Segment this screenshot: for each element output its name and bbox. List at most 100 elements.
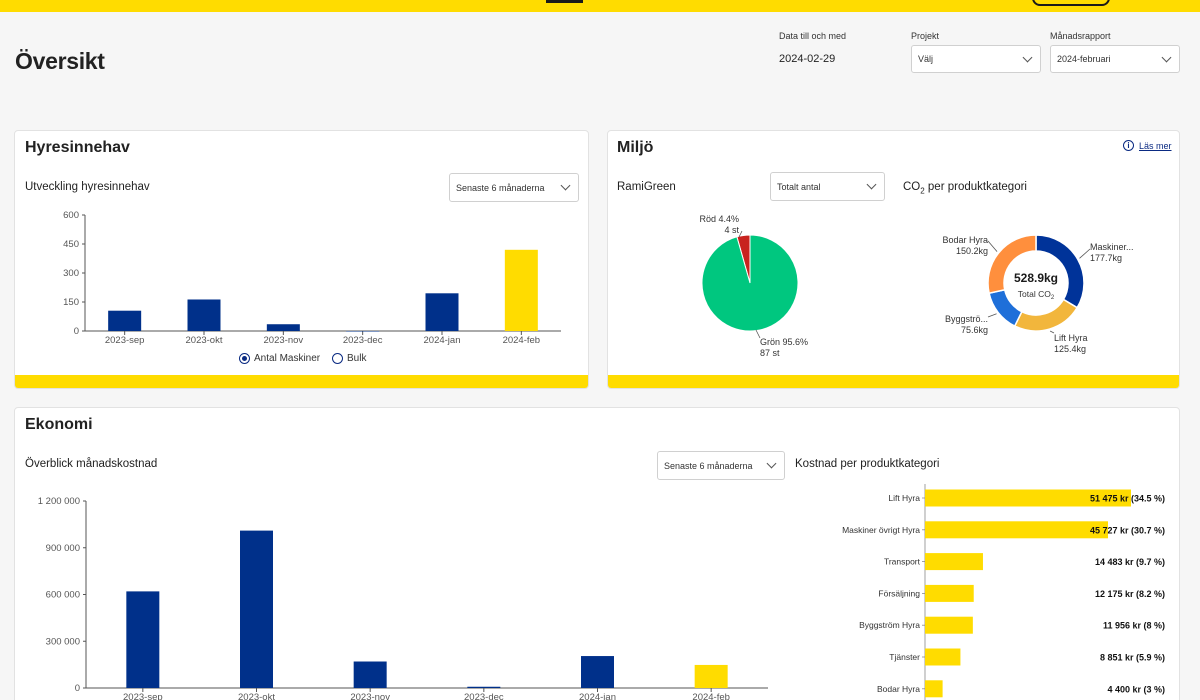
bar bbox=[581, 656, 614, 688]
category-label: Byggström Hyra bbox=[859, 620, 920, 630]
chevron-down-icon bbox=[1022, 52, 1033, 63]
y-tick-label: 150 bbox=[63, 297, 79, 308]
hyresinnehav-subtitle: Utveckling hyresinnehav bbox=[25, 181, 150, 193]
x-tick-label: 2023-dec bbox=[343, 335, 383, 346]
date-filter-value: 2024-02-29 bbox=[779, 53, 836, 65]
category-label: Lift Hyra bbox=[888, 493, 920, 503]
donut-label: Bodar Hyra bbox=[942, 235, 988, 245]
category-bar bbox=[925, 648, 961, 666]
category-bar bbox=[925, 489, 1131, 507]
legend-bulk[interactable]: Bulk bbox=[332, 353, 366, 364]
radio-selected-icon bbox=[239, 353, 250, 364]
report-select[interactable]: 2024-februari bbox=[1050, 45, 1180, 73]
co2-title: CO2 per produktkategori bbox=[903, 181, 1027, 195]
bar bbox=[504, 249, 538, 331]
ramigreen-count-select-value: Totalt antal bbox=[777, 181, 821, 192]
category-bar bbox=[925, 680, 943, 698]
las-mer-link[interactable]: i Läs mer bbox=[1123, 140, 1172, 151]
ramigreen-count-select[interactable]: Totalt antal bbox=[770, 172, 885, 201]
pie-label: Grön 95.6% bbox=[760, 337, 808, 347]
report-select-value: 2024-februari bbox=[1057, 54, 1111, 64]
category-bar bbox=[925, 584, 974, 602]
top-nav-button[interactable] bbox=[1032, 0, 1110, 6]
bar bbox=[353, 661, 387, 688]
bar bbox=[346, 331, 380, 332]
project-filter-label: Projekt bbox=[911, 31, 940, 41]
card-footer-bar bbox=[15, 375, 588, 388]
hyres-period-select[interactable]: Senaste 6 månaderna bbox=[449, 173, 579, 202]
category-value-label: 11 956 kr (8 %) bbox=[1103, 621, 1165, 631]
ekonomi-period-select[interactable]: Senaste 6 månaderna bbox=[657, 451, 785, 480]
donut-total-label-sub: 2 bbox=[1051, 295, 1055, 301]
donut-label-leader bbox=[1049, 330, 1055, 334]
category-label: Transport bbox=[884, 557, 921, 567]
bar bbox=[425, 293, 459, 331]
category-label: Maskiner övrigt Hyra bbox=[842, 525, 920, 535]
category-value-label: 8 851 kr (5.9 %) bbox=[1100, 653, 1165, 663]
bar bbox=[266, 324, 300, 331]
category-value: 12 175 kr bbox=[1095, 589, 1134, 599]
y-tick-label: 0 bbox=[74, 326, 79, 337]
x-tick-label: 2024-feb bbox=[503, 335, 541, 346]
y-tick-label: 0 bbox=[75, 683, 80, 694]
donut-total-label-pre: Total CO bbox=[1018, 289, 1051, 299]
category-share: (8 %) bbox=[1141, 621, 1165, 631]
category-share: (3 %) bbox=[1141, 684, 1165, 694]
x-tick-label: 2023-nov bbox=[264, 335, 304, 346]
category-share: (8.2 %) bbox=[1133, 589, 1165, 599]
donut-label-value: 150.2kg bbox=[956, 246, 988, 256]
bar bbox=[187, 299, 221, 331]
card-footer-bar bbox=[608, 375, 1179, 388]
miljo-charts: Röd 4.4%4 st Grön 95.6%87 st 528.9kg Total … bbox=[699, 214, 1133, 358]
legend-antal-maskiner[interactable]: Antal Maskiner bbox=[239, 353, 320, 364]
co2-title-pre: CO bbox=[903, 181, 921, 193]
pie-label-count: 4 st bbox=[724, 225, 739, 235]
category-value-label: 14 483 kr (9.7 %) bbox=[1095, 557, 1165, 567]
date-filter-label: Data till och med bbox=[779, 31, 847, 41]
x-tick-label: 2023-nov bbox=[350, 692, 390, 700]
category-bar bbox=[925, 521, 1108, 539]
bar bbox=[240, 530, 273, 688]
miljo-card: Miljö RamiGreen Totalt antal CO2 per pro… bbox=[607, 130, 1180, 389]
las-mer-label: Läs mer bbox=[1139, 140, 1172, 151]
pie-label-leader bbox=[755, 329, 761, 339]
info-icon: i bbox=[1123, 140, 1134, 151]
chevron-down-icon bbox=[1161, 52, 1172, 63]
donut-total-label: Total CO2 bbox=[1018, 289, 1055, 301]
x-tick-label: 2023-okt bbox=[238, 692, 275, 700]
x-tick-label: 2023-dec bbox=[464, 692, 504, 700]
category-value: 14 483 kr bbox=[1095, 557, 1134, 567]
project-select[interactable]: Välj bbox=[911, 45, 1041, 73]
category-value: 4 400 kr bbox=[1107, 684, 1141, 694]
ekonomi-card: Ekonomi Överblick månadskostnad Senaste … bbox=[14, 407, 1180, 700]
co2-title-post: per produktkategori bbox=[924, 181, 1027, 193]
donut-label-value: 177.7kg bbox=[1090, 253, 1122, 263]
category-value-label: 51 475 kr (34.5 %) bbox=[1090, 494, 1165, 504]
manadskostnad-bar-chart: 0 300 000 600 000 900 000 1 200 000 2023-sep 2… bbox=[38, 496, 768, 700]
hyres-period-select-value: Senaste 6 månaderna bbox=[456, 182, 545, 193]
ramigreen-label: RamiGreen bbox=[617, 181, 676, 193]
donut-label-leader bbox=[987, 240, 998, 252]
category-value: 51 475 kr bbox=[1090, 494, 1129, 504]
donut-total-value: 528.9kg bbox=[1014, 271, 1058, 285]
y-tick-label: 300 000 bbox=[46, 636, 80, 647]
category-bar bbox=[925, 553, 983, 571]
category-label: Försäljning bbox=[878, 588, 920, 598]
x-tick-label: 2024-jan bbox=[424, 335, 461, 346]
y-tick-label: 300 bbox=[63, 268, 79, 279]
category-share: (5.9 %) bbox=[1133, 653, 1165, 663]
active-tab-indicator bbox=[546, 0, 583, 3]
category-value: 11 956 kr bbox=[1103, 621, 1142, 631]
donut-slice bbox=[987, 234, 1037, 295]
bar bbox=[467, 686, 501, 688]
x-tick-label: 2024-jan bbox=[579, 692, 616, 700]
legend-antal-maskiner-label: Antal Maskiner bbox=[254, 353, 321, 364]
category-value-label: 4 400 kr (3 %) bbox=[1107, 684, 1165, 694]
donut-label-value: 75.6kg bbox=[961, 325, 988, 335]
donut-label-leader bbox=[987, 313, 997, 318]
category-share: (34.5 %) bbox=[1128, 494, 1165, 504]
donut-label-leader bbox=[1079, 248, 1091, 259]
donut-label: Lift Hyra bbox=[1054, 333, 1088, 343]
ekonomi-subtitle: Överblick månadskostnad bbox=[25, 458, 158, 470]
miljo-title: Miljö bbox=[617, 139, 654, 156]
